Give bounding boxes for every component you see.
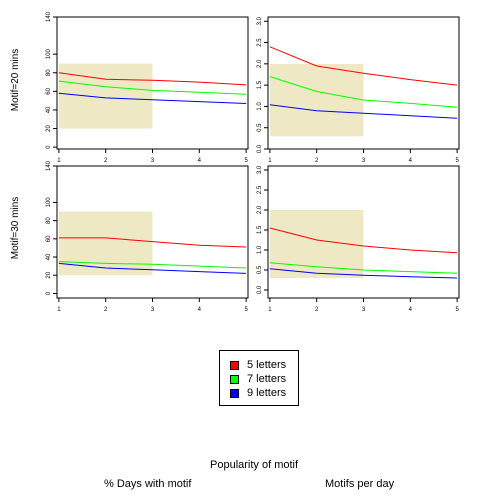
footer-left-label: % Days with motif <box>104 478 192 490</box>
y-tick-label: 20 <box>46 125 52 132</box>
y-tick-label: 1.0 <box>257 245 263 254</box>
x-tick-label: 1 <box>268 158 272 164</box>
y-tick-label: 1.0 <box>257 102 263 111</box>
legend-swatch-7-letters <box>230 374 239 384</box>
panel-3: 1 2 3 4 5 0 20 40 60 80 100 140 <box>46 160 249 313</box>
x-tick-label: 2 <box>315 307 319 313</box>
legend-swatch-5-letters <box>230 360 239 370</box>
y-tick-label: 0.0 <box>257 144 263 153</box>
series-line-9-letters <box>269 104 458 119</box>
y-tick-label: 0.5 <box>257 123 263 132</box>
chart-legend: 5 letters 7 letters 9 letters <box>219 350 299 406</box>
panel-2: 1 2 3 4 5 0.0 0.5 1.0 1.5 2.0 2.5 3.0 <box>257 16 460 164</box>
y-tick-label: 1.5 <box>257 80 263 89</box>
y-tick-label: 60 <box>46 87 52 94</box>
shaded-region <box>58 211 153 276</box>
legend-item-7-letters: 7 letters <box>230 373 286 385</box>
y-tick-label: 3.0 <box>257 16 263 25</box>
series-line-9-letters <box>58 92 247 104</box>
series-line-5-letters <box>58 237 247 248</box>
y-tick-label: 80 <box>46 69 52 76</box>
panel-4: 1 2 3 4 5 0.0 0.5 1.0 1.5 2.0 2.5 3.0 <box>257 165 460 313</box>
y-tick-label: 80 <box>46 217 52 224</box>
y-tick-label: 0.0 <box>257 285 263 294</box>
x-tick-label: 1 <box>57 158 61 164</box>
x-tick-label: 5 <box>455 307 459 313</box>
x-tick-label: 3 <box>151 158 155 164</box>
y-tick-label: 1.5 <box>257 225 263 234</box>
series-line-5-letters <box>269 227 458 254</box>
y-tick-label: 0 <box>46 145 52 149</box>
y-tick-label: 0.5 <box>257 265 263 274</box>
y-tick-label: 60 <box>46 235 52 242</box>
x-tick-label: 4 <box>198 158 202 164</box>
legend-label-9-letters: 9 letters <box>247 387 287 399</box>
x-tick-label: 3 <box>362 307 366 313</box>
y-tick-label: 40 <box>46 253 52 260</box>
series-line-7-letters <box>58 261 247 269</box>
footer-main-label: Popularity of motif <box>210 459 299 471</box>
x-tick-label: 5 <box>244 307 248 313</box>
y-tick-label: 2.0 <box>257 59 263 68</box>
y-tick-label: 140 <box>46 160 52 171</box>
legend-label-7-letters: 7 letters <box>247 373 287 385</box>
footer-right-label: Motifs per day <box>325 478 395 490</box>
y-tick-label: 140 <box>46 11 52 22</box>
x-tick-label: 1 <box>268 307 272 313</box>
x-tick-label: 4 <box>198 307 202 313</box>
y-tick-label: 3.0 <box>257 165 263 174</box>
series-line-9-letters <box>269 268 458 279</box>
legend-swatch-9-letters <box>230 388 239 398</box>
x-tick-label: 5 <box>455 158 459 164</box>
y-tick-label: 40 <box>46 106 52 113</box>
shaded-region <box>58 63 153 129</box>
legend-item-9-letters: 9 letters <box>230 387 286 399</box>
x-tick-label: 2 <box>315 158 319 164</box>
series-line-5-letters <box>58 72 247 86</box>
x-tick-label: 4 <box>409 307 413 313</box>
legend-label-5-letters: 5 letters <box>247 359 287 371</box>
y-tick-label: 2.0 <box>257 205 263 214</box>
series-line-9-letters <box>58 262 247 274</box>
legend-item-5-letters: 5 letters <box>230 359 286 371</box>
y-tick-label: 0 <box>46 291 52 295</box>
x-tick-label: 3 <box>151 307 155 313</box>
series-line-7-letters <box>269 76 458 108</box>
y-tick-label: 100 <box>46 49 52 60</box>
y-tick-label: 2.5 <box>257 185 263 194</box>
shaded-region <box>269 63 364 137</box>
series-line-7-letters <box>269 262 458 274</box>
y-tick-label: 100 <box>46 197 52 208</box>
series-line-5-letters <box>269 46 458 86</box>
y-tick-label: 20 <box>46 271 52 278</box>
x-tick-label: 4 <box>409 158 413 164</box>
panel-1: 1 2 3 4 5 0 20 40 60 80 100 140 <box>46 11 249 164</box>
row-label-top: Motif=20 mins <box>10 49 21 112</box>
x-tick-label: 5 <box>244 158 248 164</box>
x-tick-label: 2 <box>104 307 108 313</box>
x-tick-label: 3 <box>362 158 366 164</box>
x-tick-label: 2 <box>104 158 108 164</box>
series-line-7-letters <box>58 80 247 95</box>
y-tick-label: 2.5 <box>257 38 263 47</box>
x-tick-label: 1 <box>57 307 61 313</box>
row-label-bottom: Motif=30 mins <box>10 197 21 260</box>
